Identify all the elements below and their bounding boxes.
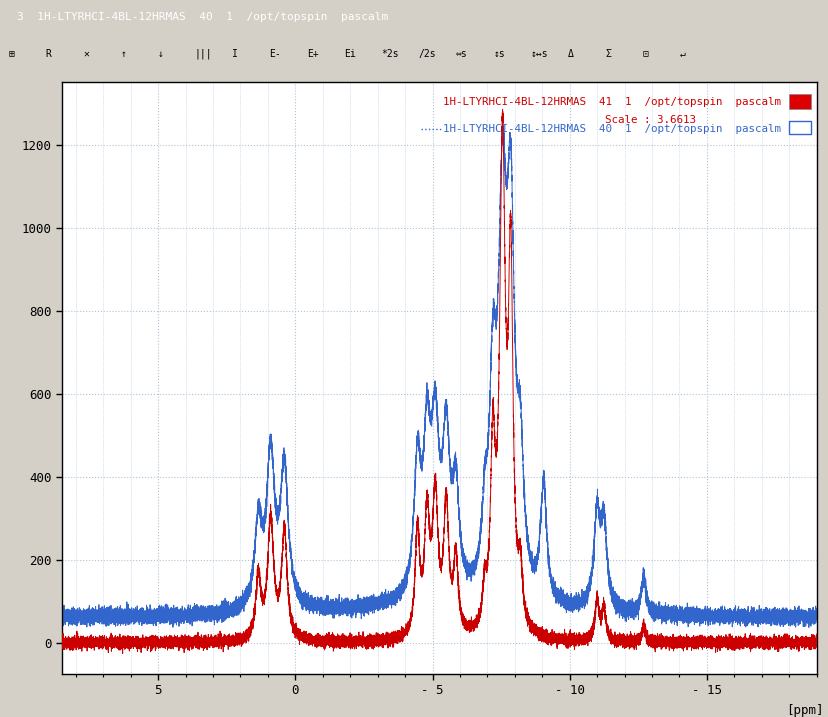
Text: E+: E+ <box>306 49 318 59</box>
Text: ↑: ↑ <box>120 49 126 59</box>
Text: [ppm]: [ppm] <box>786 703 823 716</box>
Text: ↕s: ↕s <box>493 49 504 59</box>
Text: 1H-LTYRHCI-4BL-12HRMAS  40  1  /opt/topspin  pascalm: 1H-LTYRHCI-4BL-12HRMAS 40 1 /opt/topspin… <box>443 124 780 134</box>
Text: E-: E- <box>269 49 281 59</box>
Text: *2s: *2s <box>381 49 398 59</box>
Text: 3  1H-LTYRHCI-4BL-12HRMAS  40  1  /opt/topspin  pascalm: 3 1H-LTYRHCI-4BL-12HRMAS 40 1 /opt/topsp… <box>17 12 388 22</box>
Text: ↓: ↓ <box>157 49 163 59</box>
Text: Σ: Σ <box>604 49 610 59</box>
Text: /2s: /2s <box>418 49 436 59</box>
Text: ⊡: ⊡ <box>642 49 647 59</box>
Text: Ei: Ei <box>344 49 355 59</box>
Text: R: R <box>46 49 51 59</box>
Text: ✕: ✕ <box>83 49 89 59</box>
Text: ↕↔s: ↕↔s <box>530 49 547 59</box>
Text: ⇔s: ⇔s <box>455 49 467 59</box>
Bar <box>788 121 810 134</box>
Text: Δ: Δ <box>567 49 573 59</box>
Text: Scale : 3.6613: Scale : 3.6613 <box>604 115 696 125</box>
Bar <box>788 94 810 109</box>
Text: ↵: ↵ <box>679 49 685 59</box>
Text: ⊞: ⊞ <box>8 49 14 59</box>
Text: I: I <box>232 49 238 59</box>
Text: |||: ||| <box>195 49 212 59</box>
Text: 1H-LTYRHCI-4BL-12HRMAS  41  1  /opt/topspin  pascalm: 1H-LTYRHCI-4BL-12HRMAS 41 1 /opt/topspin… <box>443 98 780 108</box>
